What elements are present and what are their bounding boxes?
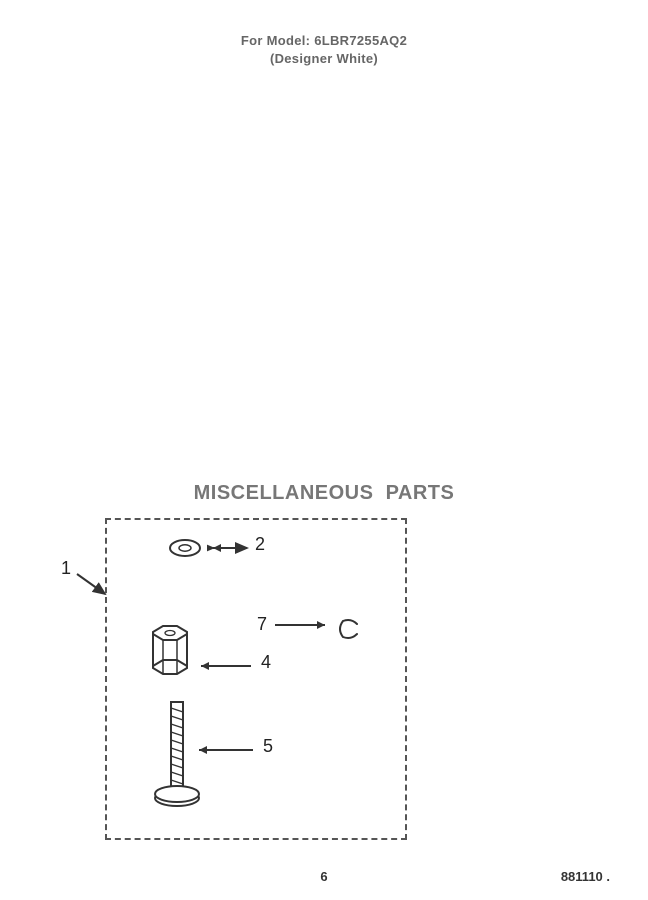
callout-4: 4 xyxy=(261,652,271,673)
model-line-1: For Model: 6LBR7255AQ2 xyxy=(0,32,648,50)
document-id: 881110 . xyxy=(561,869,610,884)
part-leveling-bolt-icon xyxy=(149,698,205,818)
part-hex-spacer-icon xyxy=(143,622,197,684)
callout-1: 1 xyxy=(61,558,71,579)
part-washer-icon xyxy=(165,536,205,560)
arrow-4 xyxy=(193,658,257,674)
arrow-1 xyxy=(75,570,115,602)
callout-2: 2 xyxy=(255,534,265,555)
arrow-7 xyxy=(273,616,337,634)
page-number: 6 xyxy=(0,869,648,884)
parts-diagram: 1 2 7 xyxy=(105,518,407,840)
arrow-2 xyxy=(207,540,251,556)
model-line-2: (Designer White) xyxy=(0,50,648,68)
callout-5: 5 xyxy=(263,736,273,757)
section-title: MISCELLANEOUS PARTS xyxy=(0,482,648,505)
arrow-5 xyxy=(191,742,259,758)
callout-7: 7 xyxy=(257,614,267,635)
part-clip-icon xyxy=(337,616,367,642)
model-header: For Model: 6LBR7255AQ2 (Designer White) xyxy=(0,32,648,67)
